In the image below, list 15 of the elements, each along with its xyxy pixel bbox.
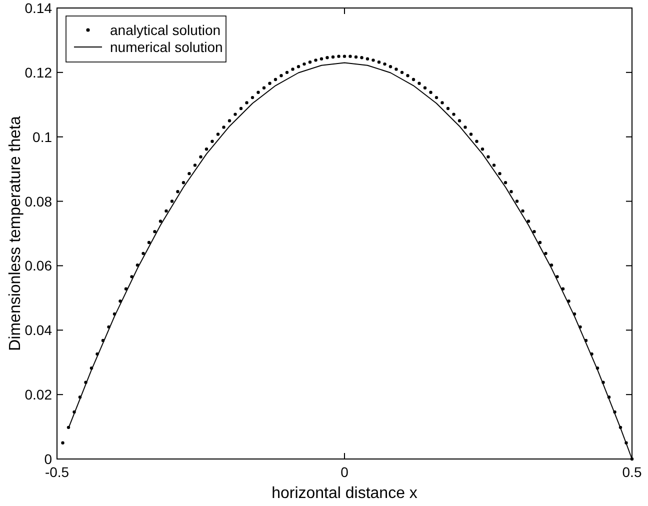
- y-tick-label: 0.12: [24, 64, 52, 80]
- y-tick-label: 0.1: [32, 128, 52, 145]
- x-axis-title: horizontal distance x: [272, 485, 418, 502]
- x-tick-label: -0.5: [44, 464, 70, 480]
- y-axis-title: Dimensionless temperature theta: [7, 116, 24, 351]
- y-tick-label: 0.04: [24, 322, 52, 338]
- legend-label: numerical solution: [110, 39, 223, 55]
- y-tick-label: 0.14: [24, 0, 52, 16]
- y-tick-label: 0.08: [24, 193, 52, 210]
- legend-label: analytical solution: [110, 22, 221, 38]
- x-tick-label: 0.5: [622, 464, 642, 480]
- x-tick-label: 0: [340, 464, 349, 480]
- y-tick-label: 0.02: [24, 386, 52, 403]
- y-tick-label: 0: [44, 451, 52, 467]
- y-tick-label: 0.06: [24, 258, 52, 274]
